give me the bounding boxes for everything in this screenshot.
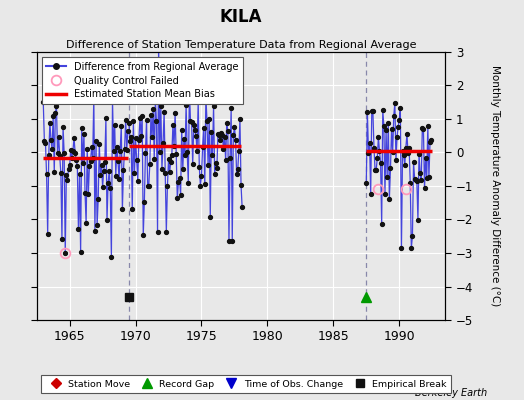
Title: Difference of Station Temperature Data from Regional Average: Difference of Station Temperature Data f… (66, 40, 416, 50)
Text: Berkeley Earth: Berkeley Earth (415, 388, 487, 398)
Y-axis label: Monthly Temperature Anomaly Difference (°C): Monthly Temperature Anomaly Difference (… (490, 65, 500, 307)
Legend: Difference from Regional Average, Quality Control Failed, Estimated Station Mean: Difference from Regional Average, Qualit… (41, 57, 243, 104)
Text: KILA: KILA (220, 8, 263, 26)
Legend: Station Move, Record Gap, Time of Obs. Change, Empirical Break: Station Move, Record Gap, Time of Obs. C… (41, 375, 451, 393)
